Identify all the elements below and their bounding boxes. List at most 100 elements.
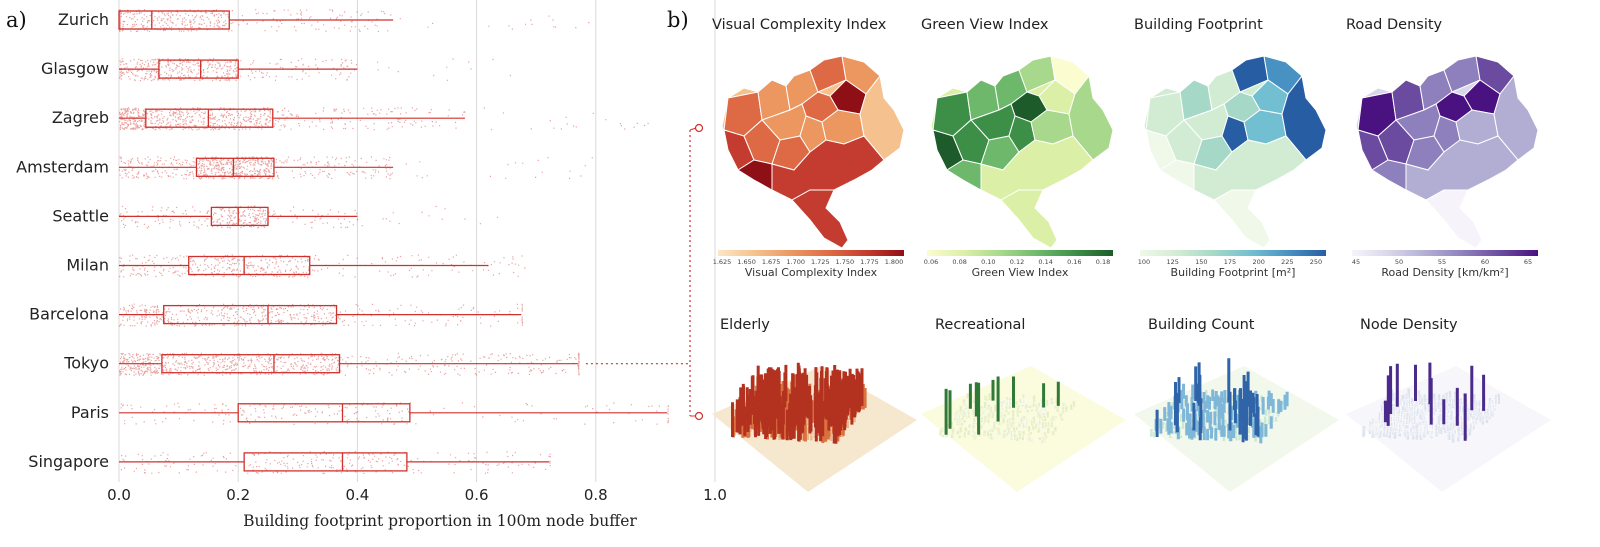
surface-node-density: Node Density — [1346, 317, 1551, 492]
box-tokyo — [161, 354, 341, 374]
colorbar-tick: 250 — [1310, 258, 1322, 266]
surface-building-count: Building Count — [1134, 317, 1339, 492]
colorbar-tick: 50 — [1395, 258, 1403, 266]
choropleth-building-footprint: Building Footprint 100 125 150 175 200 225 250 B… — [1134, 17, 1327, 279]
map-region — [1425, 189, 1483, 249]
colorbar-tick: 175 — [1224, 258, 1236, 266]
map-title: Visual Complexity Index — [712, 17, 887, 33]
colorbar-tick: 65 — [1524, 258, 1532, 266]
jitter-points — [119, 9, 670, 475]
jitter-points-seattle — [119, 205, 499, 229]
colorbar-label: Visual Complexity Index — [745, 266, 878, 279]
colorbar-tick: 1.775 — [860, 258, 879, 266]
box-zurich — [118, 10, 230, 30]
x-tick-label: 0.4 — [345, 486, 369, 504]
map-shape — [930, 55, 1114, 249]
panel-label-b: b) — [667, 8, 689, 32]
box-singapore — [243, 452, 408, 472]
tokyo-connector — [585, 123, 704, 421]
map-shape — [1355, 55, 1539, 249]
box-barcelona — [163, 304, 338, 325]
colorbar — [718, 250, 904, 256]
choropleth-visual-complexity-index: Visual Complexity Index 1.625 1.650 1.675 1.… — [712, 17, 905, 279]
colorbar-tick: 0.08 — [952, 258, 966, 266]
category-label: Singapore — [28, 452, 109, 471]
box-milan — [188, 255, 311, 276]
map-region — [859, 74, 905, 161]
colorbar-tick: 125 — [1166, 258, 1178, 266]
jitter-points-barcelona — [119, 303, 524, 327]
map-region — [1213, 189, 1271, 249]
box-amsterdam — [195, 157, 275, 177]
colorbar-tick: 1.725 — [811, 258, 830, 266]
x-tick-label: 1.0 — [703, 486, 727, 504]
colorbar-label: Green View Index — [972, 266, 1069, 279]
category-label: Zurich — [58, 10, 109, 29]
colorbar-tick: 55 — [1438, 258, 1446, 266]
box-paris — [237, 403, 411, 423]
map-region — [1281, 74, 1327, 161]
colorbar-tick: 0.06 — [924, 258, 938, 266]
colorbar-tick: 0.18 — [1096, 258, 1110, 266]
colorbar-tick: 1.650 — [737, 258, 756, 266]
connector-tick — [689, 127, 697, 131]
jitter-points-paris — [120, 402, 670, 425]
category-label: Seattle — [52, 206, 109, 225]
colorbar-label: Building Footprint [m²] — [1171, 266, 1296, 279]
choropleth-road-density: Road Density 45 50 55 60 65 Road Density [km/k… — [1346, 17, 1539, 279]
x-tick-label: 0.8 — [584, 486, 608, 504]
colorbar-tick: 1.700 — [786, 258, 805, 266]
colorbar-tick: 1.625 — [713, 258, 732, 266]
colorbar-tick: 100 — [1138, 258, 1150, 266]
colorbar-tick: 200 — [1252, 258, 1264, 266]
surface-elderly: Elderly — [712, 317, 917, 492]
category-label: Paris — [71, 403, 109, 422]
category-label: Barcelona — [29, 305, 109, 324]
colorbar-tick: 1.675 — [762, 258, 781, 266]
colorbar-tick: 0.10 — [981, 258, 995, 266]
colorbar-tick: 0.16 — [1067, 258, 1081, 266]
surface-bars — [1155, 358, 1260, 443]
map-shape — [1143, 55, 1327, 249]
jitter-points-tokyo — [119, 352, 580, 376]
box-seattle — [210, 206, 269, 227]
box-zagreb — [145, 108, 274, 128]
map-shape — [721, 55, 905, 249]
category-label: Zagreb — [52, 108, 109, 127]
box-series — [118, 10, 668, 472]
map-title: Building Footprint — [1134, 17, 1263, 33]
choropleth-green-view-index: Green View Index 0.06 0.08 0.10 0.12 0.14 0.16… — [921, 17, 1114, 279]
colorbar — [1352, 250, 1538, 256]
surface-bars — [939, 392, 1076, 444]
colorbar — [1140, 250, 1326, 256]
colorbar-tick: 0.14 — [1038, 258, 1052, 266]
surface-title: Recreational — [935, 317, 1025, 333]
category-label: Amsterdam — [16, 157, 109, 176]
category-label: Tokyo — [63, 354, 109, 373]
map-title: Green View Index — [921, 17, 1049, 33]
jitter-points-glasgow — [119, 58, 511, 82]
category-label: Glasgow — [41, 59, 109, 78]
colorbar-tick: 1.800 — [885, 258, 904, 266]
surface-title: Node Density — [1360, 317, 1458, 333]
colorbar-label: Road Density [km/km²] — [1381, 266, 1508, 279]
colorbar-tick: 45 — [1352, 258, 1360, 266]
panel-label-a: a) — [6, 8, 27, 32]
boxplot-panel: Zurich Glasgow Zagreb Amsterdam Seattle Milan… — [16, 0, 727, 530]
map-panel: Visual Complexity Index 1.625 1.650 1.675 1.… — [712, 17, 1551, 492]
surface-title: Elderly — [720, 317, 770, 333]
colorbar-tick: 60 — [1481, 258, 1489, 266]
colorbar-tick: 150 — [1195, 258, 1207, 266]
grid-lines — [118, 0, 716, 482]
colorbar-tick: 0.12 — [1010, 258, 1024, 266]
surface-recreational: Recreational — [921, 317, 1126, 492]
surface-bars — [731, 362, 864, 444]
jitter-points-amsterdam — [119, 156, 593, 180]
connector-end-bottom — [694, 411, 704, 421]
colorbar-tick: 1.750 — [836, 258, 855, 266]
box-glasgow — [158, 59, 239, 79]
category-label: Milan — [66, 256, 109, 275]
x-tick-label: 0.2 — [226, 486, 250, 504]
connector-end-top — [694, 123, 704, 133]
